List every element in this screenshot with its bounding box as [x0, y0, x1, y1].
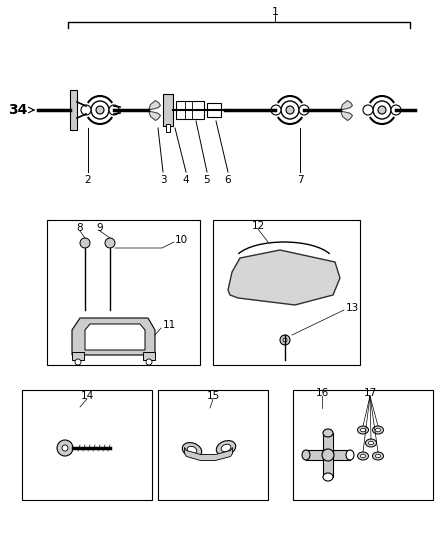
- Circle shape: [299, 105, 309, 115]
- Text: 9: 9: [97, 223, 103, 233]
- Circle shape: [322, 449, 334, 461]
- Ellipse shape: [372, 452, 384, 460]
- Ellipse shape: [357, 426, 368, 434]
- Circle shape: [57, 440, 73, 456]
- Bar: [70, 90, 77, 130]
- Circle shape: [96, 106, 104, 114]
- Ellipse shape: [182, 442, 201, 457]
- Ellipse shape: [375, 428, 381, 432]
- Circle shape: [105, 238, 115, 248]
- Bar: [213, 220, 360, 365]
- Text: 14: 14: [81, 391, 94, 401]
- Bar: [323, 433, 333, 477]
- Ellipse shape: [357, 452, 368, 460]
- Circle shape: [363, 105, 373, 115]
- Ellipse shape: [372, 426, 384, 434]
- Bar: [72, 352, 84, 360]
- Text: 5: 5: [204, 175, 210, 185]
- Ellipse shape: [360, 454, 365, 458]
- Text: 4: 4: [183, 175, 189, 185]
- Polygon shape: [72, 318, 155, 355]
- Text: 10: 10: [175, 235, 188, 245]
- Text: 12: 12: [251, 221, 265, 231]
- Polygon shape: [228, 250, 340, 305]
- Text: 3: 3: [160, 175, 166, 185]
- Text: 16: 16: [315, 388, 328, 398]
- Text: 2: 2: [85, 175, 91, 185]
- Ellipse shape: [375, 454, 381, 458]
- Bar: [47, 220, 200, 365]
- Bar: [158, 390, 268, 500]
- Ellipse shape: [302, 450, 310, 460]
- Text: 13: 13: [346, 303, 359, 313]
- Ellipse shape: [323, 473, 333, 481]
- Text: 11: 11: [163, 320, 176, 330]
- Circle shape: [391, 105, 401, 115]
- Circle shape: [75, 359, 81, 365]
- Circle shape: [373, 101, 391, 119]
- Circle shape: [280, 335, 290, 345]
- Ellipse shape: [365, 439, 377, 447]
- Text: 8: 8: [77, 223, 83, 233]
- Ellipse shape: [216, 441, 236, 455]
- Circle shape: [62, 445, 68, 451]
- Polygon shape: [85, 324, 145, 350]
- Text: 17: 17: [364, 388, 377, 398]
- Text: 15: 15: [206, 391, 219, 401]
- Circle shape: [281, 101, 299, 119]
- Circle shape: [80, 238, 90, 248]
- Bar: [22, 390, 152, 500]
- Bar: [143, 352, 155, 360]
- Bar: [166, 124, 170, 132]
- Bar: [207, 103, 221, 117]
- Circle shape: [271, 105, 281, 115]
- Bar: [163, 94, 173, 126]
- Text: 34: 34: [8, 103, 28, 117]
- Circle shape: [109, 105, 119, 115]
- Bar: [306, 450, 350, 460]
- Text: 7: 7: [297, 175, 303, 185]
- Bar: [293, 390, 433, 500]
- Circle shape: [81, 105, 91, 115]
- Circle shape: [91, 101, 109, 119]
- Ellipse shape: [360, 428, 365, 432]
- Circle shape: [146, 359, 152, 365]
- Circle shape: [286, 106, 294, 114]
- Circle shape: [378, 106, 386, 114]
- Ellipse shape: [368, 441, 374, 445]
- Ellipse shape: [323, 429, 333, 437]
- Ellipse shape: [346, 450, 354, 460]
- Ellipse shape: [221, 445, 231, 451]
- Ellipse shape: [187, 446, 197, 454]
- Circle shape: [283, 338, 287, 342]
- Text: 1: 1: [272, 7, 279, 17]
- Bar: [176, 101, 204, 119]
- Text: 6: 6: [225, 175, 231, 185]
